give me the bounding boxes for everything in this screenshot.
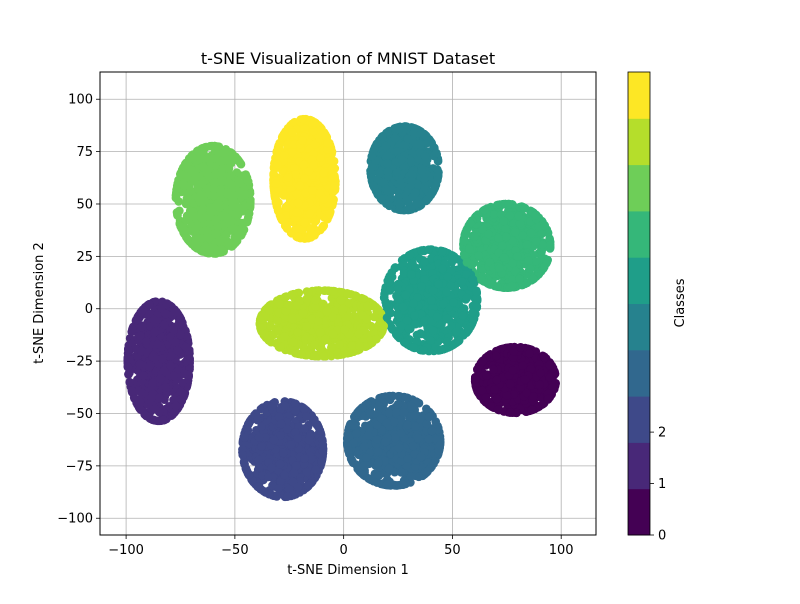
scatter-point: [273, 316, 282, 325]
scatter-point: [302, 412, 311, 421]
scatter-point: [237, 160, 246, 169]
scatter-point: [525, 349, 534, 358]
scatter-points: [123, 115, 559, 501]
